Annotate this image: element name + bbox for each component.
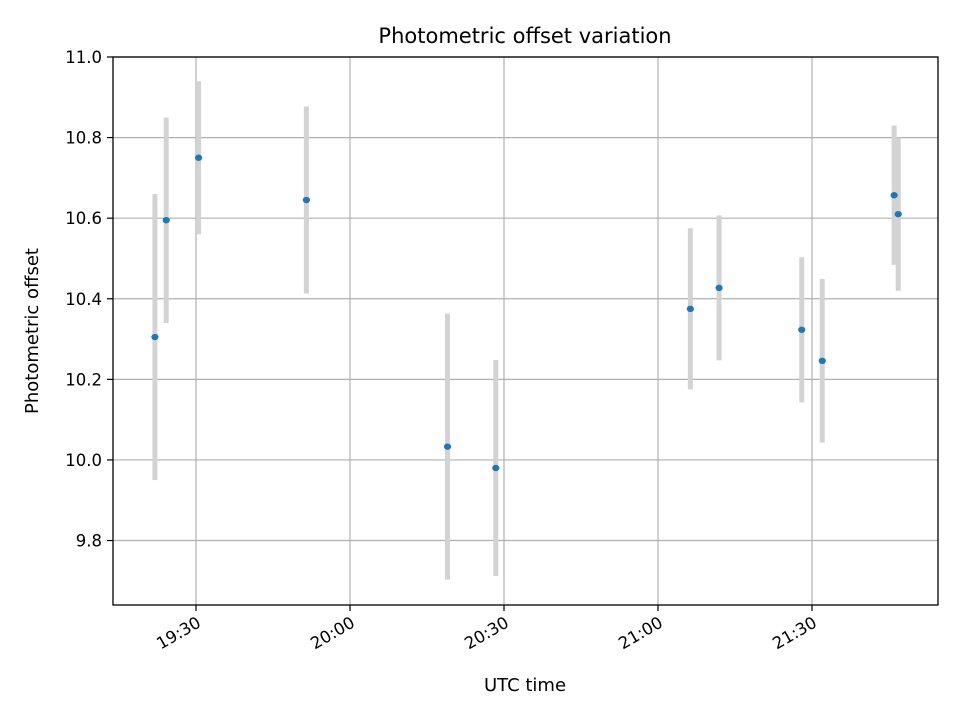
- y-tick-label: 10.2: [65, 370, 102, 389]
- data-point: [818, 357, 826, 365]
- y-axis-label: Photometric offset: [22, 248, 43, 414]
- data-point: [715, 284, 723, 292]
- data-points: [151, 154, 902, 472]
- data-point: [894, 210, 902, 218]
- x-axis-label: UTC time: [484, 675, 566, 696]
- data-point: [194, 154, 203, 161]
- plot-frame: [112, 56, 939, 606]
- data-point: [443, 443, 452, 450]
- y-tick-label: 9.8: [76, 532, 102, 551]
- x-tick-label: 20:30: [461, 613, 512, 653]
- x-tick-label: 21:30: [769, 613, 820, 653]
- grid-lines: [113, 56, 938, 605]
- error-bars: [152, 81, 901, 580]
- data-point: [151, 333, 159, 341]
- data-point: [686, 305, 694, 313]
- data-point: [890, 192, 898, 199]
- data-point: [492, 464, 500, 472]
- y-tick-label: 10.6: [65, 209, 102, 228]
- x-tick-label: 19:30: [153, 613, 204, 653]
- x-axis-ticks: 19:30 20:00 20:30 21:00 21:30: [153, 605, 820, 653]
- data-point: [302, 196, 310, 204]
- x-tick-label: 20:00: [307, 613, 358, 653]
- y-tick-label: 11.0: [65, 48, 102, 67]
- y-tick-label: 10.4: [65, 290, 102, 309]
- y-tick-label: 10.8: [65, 129, 102, 148]
- data-point: [798, 326, 806, 333]
- y-axis-ticks: 9.8 10.0 10.2 10.4 10.6 10.8 11.0: [65, 48, 113, 551]
- x-tick-label: 21:00: [615, 613, 666, 653]
- data-point: [162, 216, 170, 224]
- chart-title: Photometric offset variation: [378, 24, 671, 48]
- y-tick-label: 10.0: [65, 451, 102, 470]
